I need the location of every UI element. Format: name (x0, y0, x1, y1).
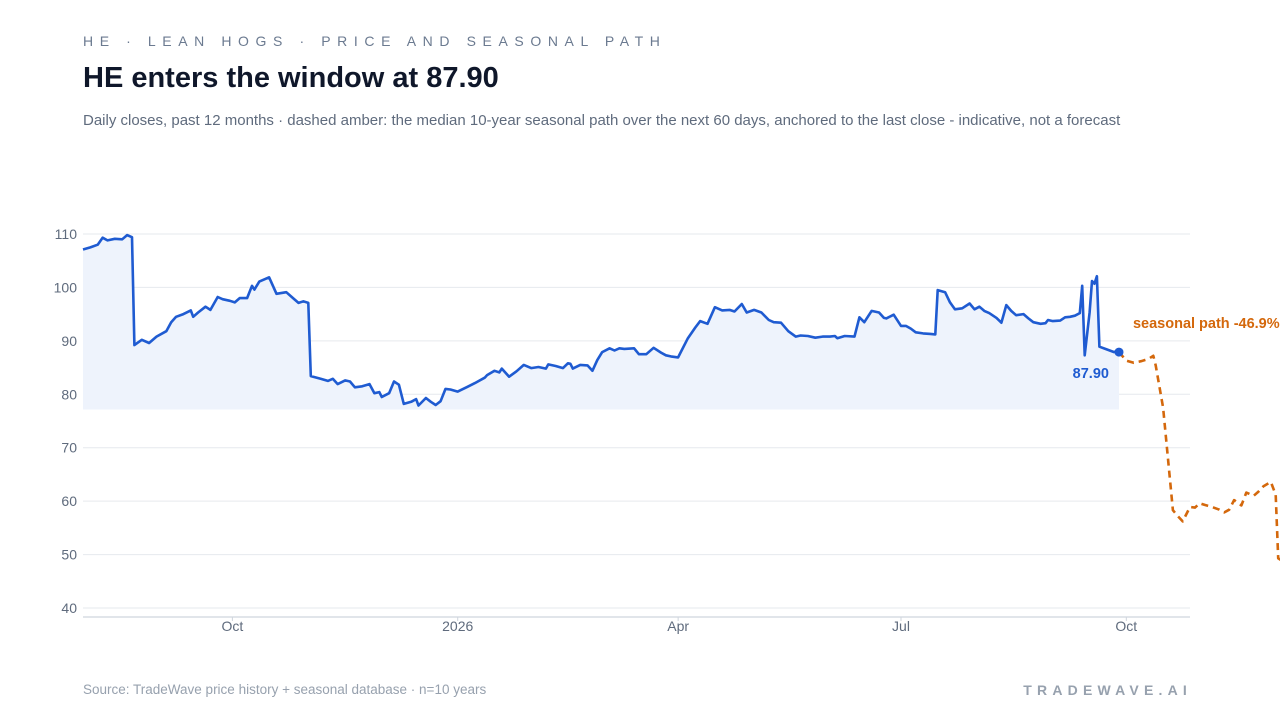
seasonal-path-line (1118, 351, 1280, 562)
price-series-line (82, 233, 1120, 407)
price-area-fill (83, 235, 1119, 410)
y-tick-label: 50 (61, 547, 77, 563)
source-note: Source: TradeWave price history + season… (83, 682, 487, 697)
seasonal-path-label: seasonal path -46.9% (1133, 316, 1280, 332)
chart-eyebrow: HE · LEAN HOGS · PRICE AND SEASONAL PATH (83, 33, 667, 49)
x-tick-label: Oct (222, 618, 244, 634)
y-tick-label: 60 (61, 493, 77, 509)
y-tick-label: 70 (61, 440, 77, 456)
chart-title: HE enters the window at 87.90 (83, 62, 499, 94)
y-tick-label: 80 (61, 386, 77, 402)
y-tick-label: 110 (55, 226, 78, 242)
x-tick-label: Oct (1115, 618, 1137, 634)
x-tick-label: Jul (892, 618, 910, 634)
y-tick-label: 90 (61, 333, 77, 349)
last-close-marker[interactable] (1114, 347, 1124, 357)
y-tick-label: 100 (54, 279, 78, 295)
x-tick-label: 2026 (442, 618, 473, 634)
last-close-label: 87.90 (1073, 366, 1109, 382)
brand-logo[interactable]: TRADEWAVE.AI (1023, 682, 1192, 698)
y-tick-label: 40 (61, 600, 77, 616)
x-axis-ticks: Oct 2026 Apr Jul Oct (222, 617, 1137, 634)
chart-subtitle: Daily closes, past 12 months · dashed am… (83, 112, 1121, 129)
y-axis-ticks: 110 100 90 80 70 60 50 40 (54, 226, 78, 616)
x-tick-label: Apr (667, 618, 689, 634)
